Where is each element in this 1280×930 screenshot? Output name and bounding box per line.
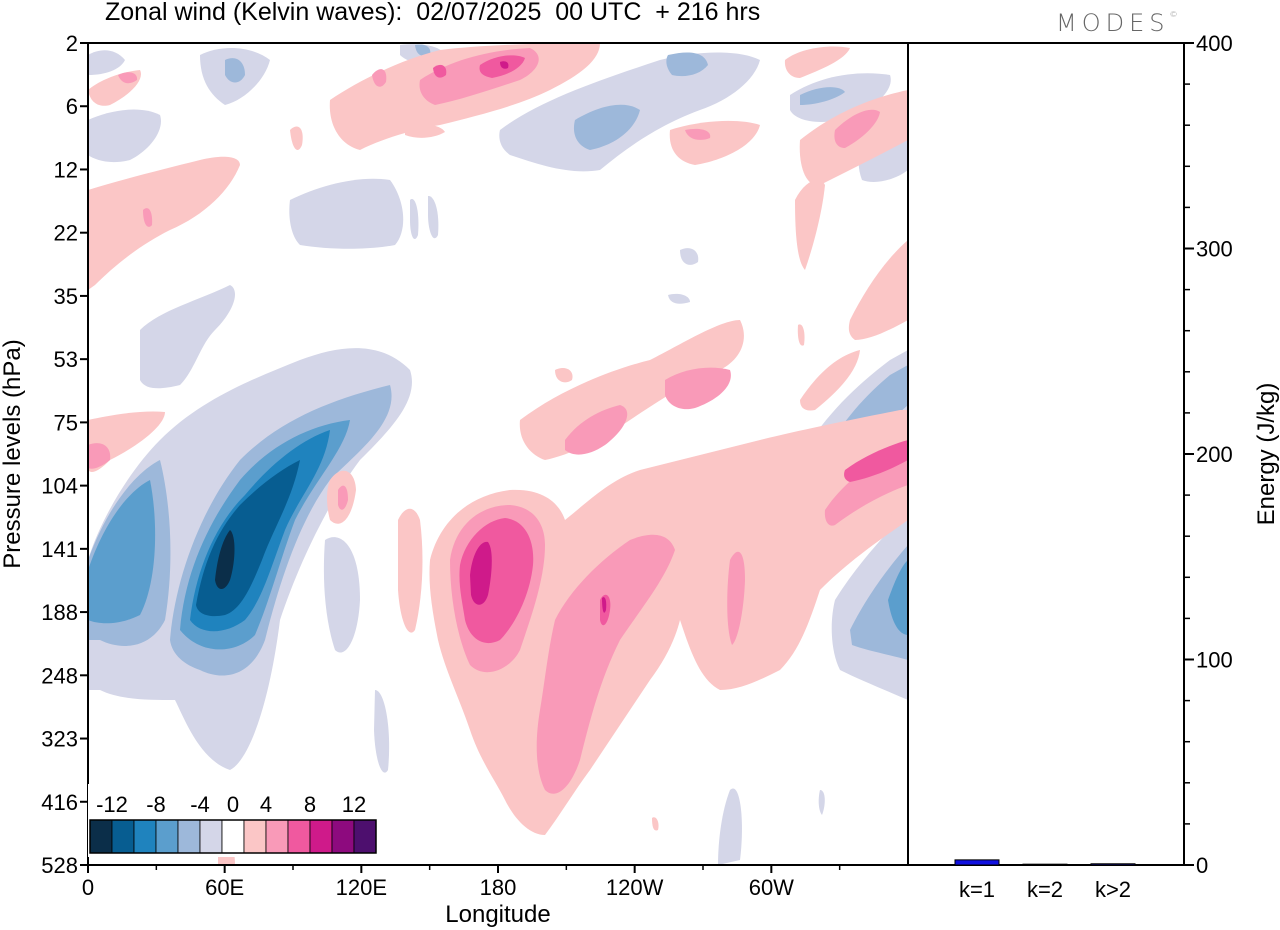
colorbar-cell <box>133 819 157 854</box>
y-tick-label: 75 <box>54 410 78 435</box>
y-tick-label: 104 <box>41 474 78 499</box>
energy-category-label: k=1 <box>959 877 995 902</box>
y-tick-label: 528 <box>41 853 78 878</box>
pressure-axis: 2 6 12 22 35 53 75 104 141 188 248 323 416 528 <box>41 31 88 878</box>
y-tick-label: 188 <box>41 600 78 625</box>
longitude-axis: 0 60E 120E 180 120W 60W <box>82 865 841 900</box>
colorbar-cell <box>353 819 377 854</box>
modes-logo: MODES© <box>1056 9 1177 37</box>
energy-bars: k=1 k=2 k>2 <box>954 859 1136 902</box>
heatmap-panel: 2 6 12 22 35 53 75 104 141 188 248 323 416 528 0 60E 12… <box>0 31 909 928</box>
colorbar-label: 12 <box>342 792 366 817</box>
negative-upper-west <box>88 44 699 389</box>
colorbar-cell <box>111 819 135 854</box>
x-tick-label: 120E <box>336 875 387 900</box>
chart-title: Zonal wind (Kelvin waves): 02/07/2025 00… <box>105 0 761 26</box>
energy-tick-label: 100 <box>1196 648 1233 673</box>
x-tick-label: 120W <box>606 875 664 900</box>
x-tick-label: 180 <box>480 875 517 900</box>
x-tick-label: 60W <box>749 875 794 900</box>
energy-category-label: k=2 <box>1027 877 1063 902</box>
y-tick-label: 416 <box>41 790 78 815</box>
positive-band-central <box>88 320 908 865</box>
colorbar-cell <box>287 819 311 854</box>
x-tick-label: 0 <box>82 875 94 900</box>
x-tick-label: 60E <box>205 875 244 900</box>
energy-category-label: k>2 <box>1095 877 1131 902</box>
colorbar-label: -8 <box>146 792 166 817</box>
colorbar-label: -4 <box>190 792 210 817</box>
colorbar-cell <box>155 819 179 854</box>
y-tick-label: 6 <box>66 94 78 119</box>
x-axis-title: Longitude <box>445 901 550 928</box>
colorbar-label: -12 <box>96 792 128 817</box>
contour-fields <box>88 43 908 865</box>
y-tick-label: 22 <box>54 221 78 246</box>
colorbar-cell <box>243 819 267 854</box>
energy-panel: k=1 k=2 k>2 0 100 200 300 400 Energy (J/kg) <box>907 31 1280 902</box>
brand-mark: © <box>1169 10 1178 19</box>
colorbar-cell <box>199 819 223 854</box>
energy-tick-label: 300 <box>1196 237 1233 262</box>
colorbar-label: 0 <box>227 792 239 817</box>
y-tick-label: 248 <box>41 663 78 688</box>
y-tick-label: 323 <box>41 727 78 752</box>
y-tick-label: 141 <box>41 537 78 562</box>
brand-text: MODES <box>1056 9 1170 37</box>
energy-axis: 0 100 200 300 400 <box>1184 31 1233 878</box>
y-tick-label: 35 <box>54 284 78 309</box>
colorbar-label: 8 <box>304 792 316 817</box>
y-tick-label: 2 <box>66 31 78 56</box>
energy-axis-title: Energy (J/kg) <box>1253 383 1280 526</box>
y-tick-label: 12 <box>54 157 78 182</box>
energy-bar <box>954 859 1000 866</box>
colorbar-label: 4 <box>260 792 272 817</box>
energy-tick-label: 0 <box>1196 853 1208 878</box>
energy-bar <box>1022 863 1068 866</box>
colorbar: -12 -8 -4 0 4 8 12 <box>88 784 378 857</box>
positive-upper <box>88 43 600 290</box>
energy-tick-label: 200 <box>1196 442 1233 467</box>
colorbar-cell <box>265 819 289 854</box>
colorbar-cell <box>309 819 333 854</box>
colorbar-cell <box>177 819 201 854</box>
colorbar-cell <box>331 819 355 854</box>
positive-band-east <box>669 46 908 571</box>
colorbar-cell <box>89 819 113 854</box>
colorbar-cell <box>221 819 245 854</box>
energy-tick-label: 400 <box>1196 31 1233 56</box>
y-axis-title: Pressure levels (hPa) <box>0 339 26 568</box>
energy-frame <box>907 42 1185 866</box>
colorbar-frame <box>89 819 377 854</box>
energy-bar <box>1090 863 1136 866</box>
y-tick-label: 53 <box>54 347 78 372</box>
negative-band-west <box>88 348 825 865</box>
